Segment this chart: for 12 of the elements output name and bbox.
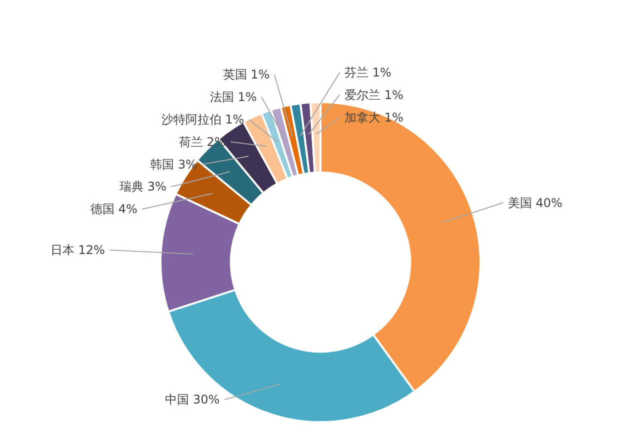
slice-label: 法国 1% (210, 90, 257, 104)
slice-label: 瑞典 3% (120, 180, 166, 194)
slice-label: 韩国 3% (150, 157, 197, 172)
slice-label: 中国 30% (165, 392, 220, 407)
slice-label: 爱尔兰 1% (344, 88, 404, 102)
slice-label: 日本 12% (50, 243, 105, 258)
slice-label: 英国 1% (222, 68, 270, 82)
slice-label: 美国 40% (508, 196, 562, 210)
slice-label: 芬兰 1% (344, 65, 392, 80)
slice-label: 沙特阿拉伯 1% (161, 112, 244, 127)
slice-label: 德国 4% (90, 202, 138, 216)
slice-label: 加拿大 1% (344, 110, 404, 124)
